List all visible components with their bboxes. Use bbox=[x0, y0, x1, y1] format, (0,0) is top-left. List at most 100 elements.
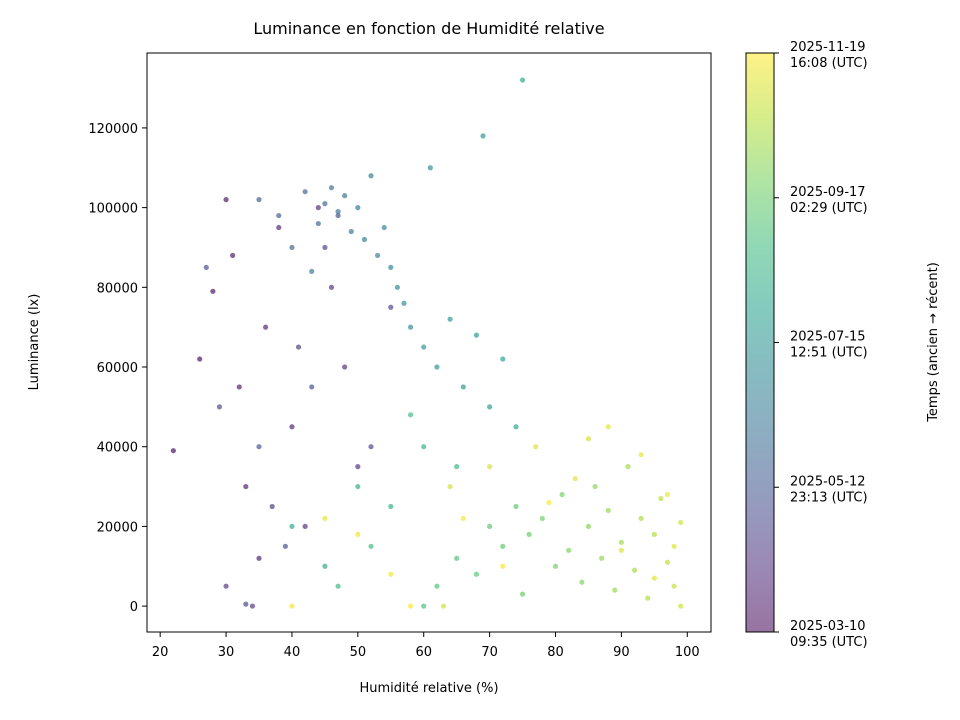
point bbox=[631, 567, 638, 573]
x-tick-label: 40 bbox=[284, 645, 301, 660]
point bbox=[421, 603, 427, 609]
point bbox=[401, 300, 407, 306]
point bbox=[447, 316, 453, 322]
point bbox=[216, 404, 223, 410]
y-tick-label: 100000 bbox=[88, 202, 138, 217]
point bbox=[434, 583, 440, 589]
colorbar-tick-label: 2025-07-15 12:51 (UTC) bbox=[790, 330, 868, 361]
point bbox=[421, 344, 427, 350]
point bbox=[394, 284, 400, 290]
point bbox=[276, 212, 282, 219]
point bbox=[210, 288, 216, 294]
point bbox=[664, 491, 671, 498]
point bbox=[388, 503, 394, 510]
point bbox=[421, 444, 427, 450]
point bbox=[388, 571, 394, 577]
point bbox=[223, 583, 229, 589]
point bbox=[322, 515, 328, 522]
y-tick-label: 20000 bbox=[97, 520, 138, 535]
point bbox=[388, 264, 394, 270]
point bbox=[539, 515, 545, 522]
point bbox=[526, 531, 532, 537]
point bbox=[460, 384, 466, 390]
x-axis-label: Humidité relative (%) bbox=[359, 681, 498, 696]
point bbox=[322, 201, 328, 207]
point bbox=[289, 603, 295, 609]
point bbox=[618, 547, 624, 553]
point bbox=[355, 205, 361, 211]
point bbox=[295, 344, 302, 350]
point bbox=[407, 603, 414, 609]
x-tick-label: 100 bbox=[675, 645, 700, 660]
point bbox=[625, 464, 631, 470]
points bbox=[170, 77, 684, 609]
y-tick-label: 120000 bbox=[88, 122, 138, 137]
point bbox=[533, 444, 539, 450]
point bbox=[651, 575, 657, 581]
point bbox=[236, 384, 242, 390]
point bbox=[256, 197, 262, 203]
x-tick-label: 90 bbox=[613, 645, 630, 660]
point bbox=[487, 404, 493, 410]
point bbox=[223, 197, 229, 203]
point bbox=[249, 603, 256, 609]
point bbox=[282, 543, 288, 549]
point bbox=[546, 499, 552, 506]
point bbox=[368, 444, 374, 450]
point bbox=[368, 173, 374, 179]
point bbox=[342, 193, 348, 199]
point bbox=[203, 264, 209, 270]
colorbar-tick-label: 2025-09-17 02:29 (UTC) bbox=[790, 185, 868, 216]
point bbox=[638, 515, 644, 522]
point bbox=[519, 591, 526, 597]
colorbar-tick-label: 2025-11-19 16:08 (UTC) bbox=[790, 40, 868, 71]
point bbox=[566, 547, 572, 553]
point bbox=[585, 436, 592, 442]
point bbox=[342, 364, 348, 370]
point bbox=[592, 483, 598, 490]
point bbox=[559, 491, 565, 498]
point bbox=[256, 555, 262, 561]
y-tick-label: 80000 bbox=[97, 281, 138, 296]
point bbox=[355, 483, 361, 490]
point bbox=[519, 77, 526, 83]
point bbox=[671, 583, 677, 589]
point bbox=[612, 587, 618, 593]
point bbox=[407, 412, 414, 418]
point bbox=[289, 424, 295, 430]
point bbox=[381, 224, 387, 231]
point bbox=[328, 185, 335, 191]
point bbox=[289, 523, 295, 530]
point bbox=[651, 531, 657, 537]
point bbox=[170, 448, 176, 454]
point bbox=[487, 464, 493, 470]
point bbox=[361, 236, 368, 243]
point bbox=[678, 603, 684, 609]
point bbox=[513, 503, 519, 510]
point bbox=[262, 324, 269, 330]
point bbox=[605, 424, 611, 430]
point bbox=[664, 559, 671, 565]
colorbar-tick-label: 2025-03-10 09:35 (UTC) bbox=[790, 619, 868, 650]
point bbox=[500, 356, 506, 362]
point bbox=[315, 205, 321, 211]
chart-title: Luminance en fonction de Humidité relati… bbox=[253, 19, 604, 38]
point bbox=[276, 224, 282, 231]
point bbox=[230, 252, 236, 259]
point bbox=[638, 452, 644, 458]
point bbox=[256, 444, 262, 450]
point bbox=[335, 583, 341, 589]
x-tick-label: 80 bbox=[547, 645, 564, 660]
point bbox=[243, 601, 249, 607]
x-tick-label: 70 bbox=[481, 645, 498, 660]
point bbox=[440, 603, 447, 609]
point bbox=[678, 519, 684, 526]
point bbox=[473, 332, 480, 338]
y-tick-label: 60000 bbox=[97, 361, 138, 376]
point bbox=[243, 483, 249, 490]
point bbox=[480, 133, 486, 139]
point bbox=[322, 563, 328, 569]
point bbox=[302, 523, 308, 530]
